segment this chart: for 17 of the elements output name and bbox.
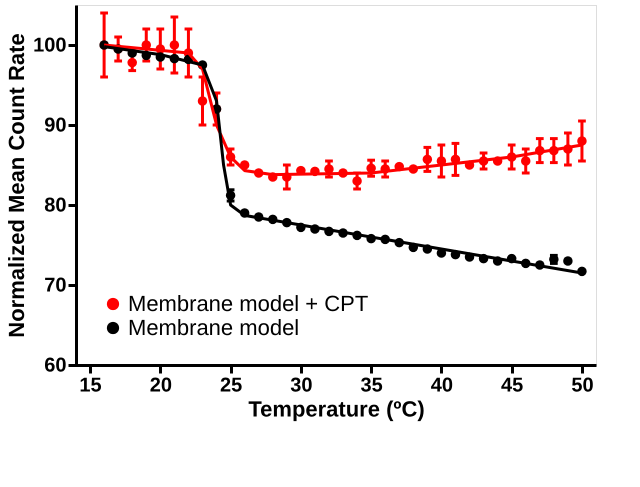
y-tick-label: 100 xyxy=(33,34,66,56)
x-tick-label: 25 xyxy=(220,374,242,396)
x-tick-label: 35 xyxy=(360,374,383,396)
x-tick-label: 30 xyxy=(290,374,312,396)
x-tick-label: 40 xyxy=(430,374,454,396)
y-tick-label: 60 xyxy=(44,354,66,376)
legend-label: Membrane model xyxy=(128,315,300,340)
x-tick-label: 45 xyxy=(501,374,524,396)
x-axis-title: Temperature (ºC) xyxy=(248,396,425,422)
y-tick-label: 70 xyxy=(44,274,66,296)
x-tick-label: 15 xyxy=(79,374,102,396)
y-tick-label: 80 xyxy=(44,194,66,216)
x-tick-label: 50 xyxy=(571,374,594,396)
y-tick-label: 90 xyxy=(44,114,66,136)
y-axis-title: Normalized Mean Count Rate xyxy=(4,33,30,338)
x-tick-label: 20 xyxy=(150,374,172,396)
legend-label: Membrane model + CPT xyxy=(128,291,368,316)
